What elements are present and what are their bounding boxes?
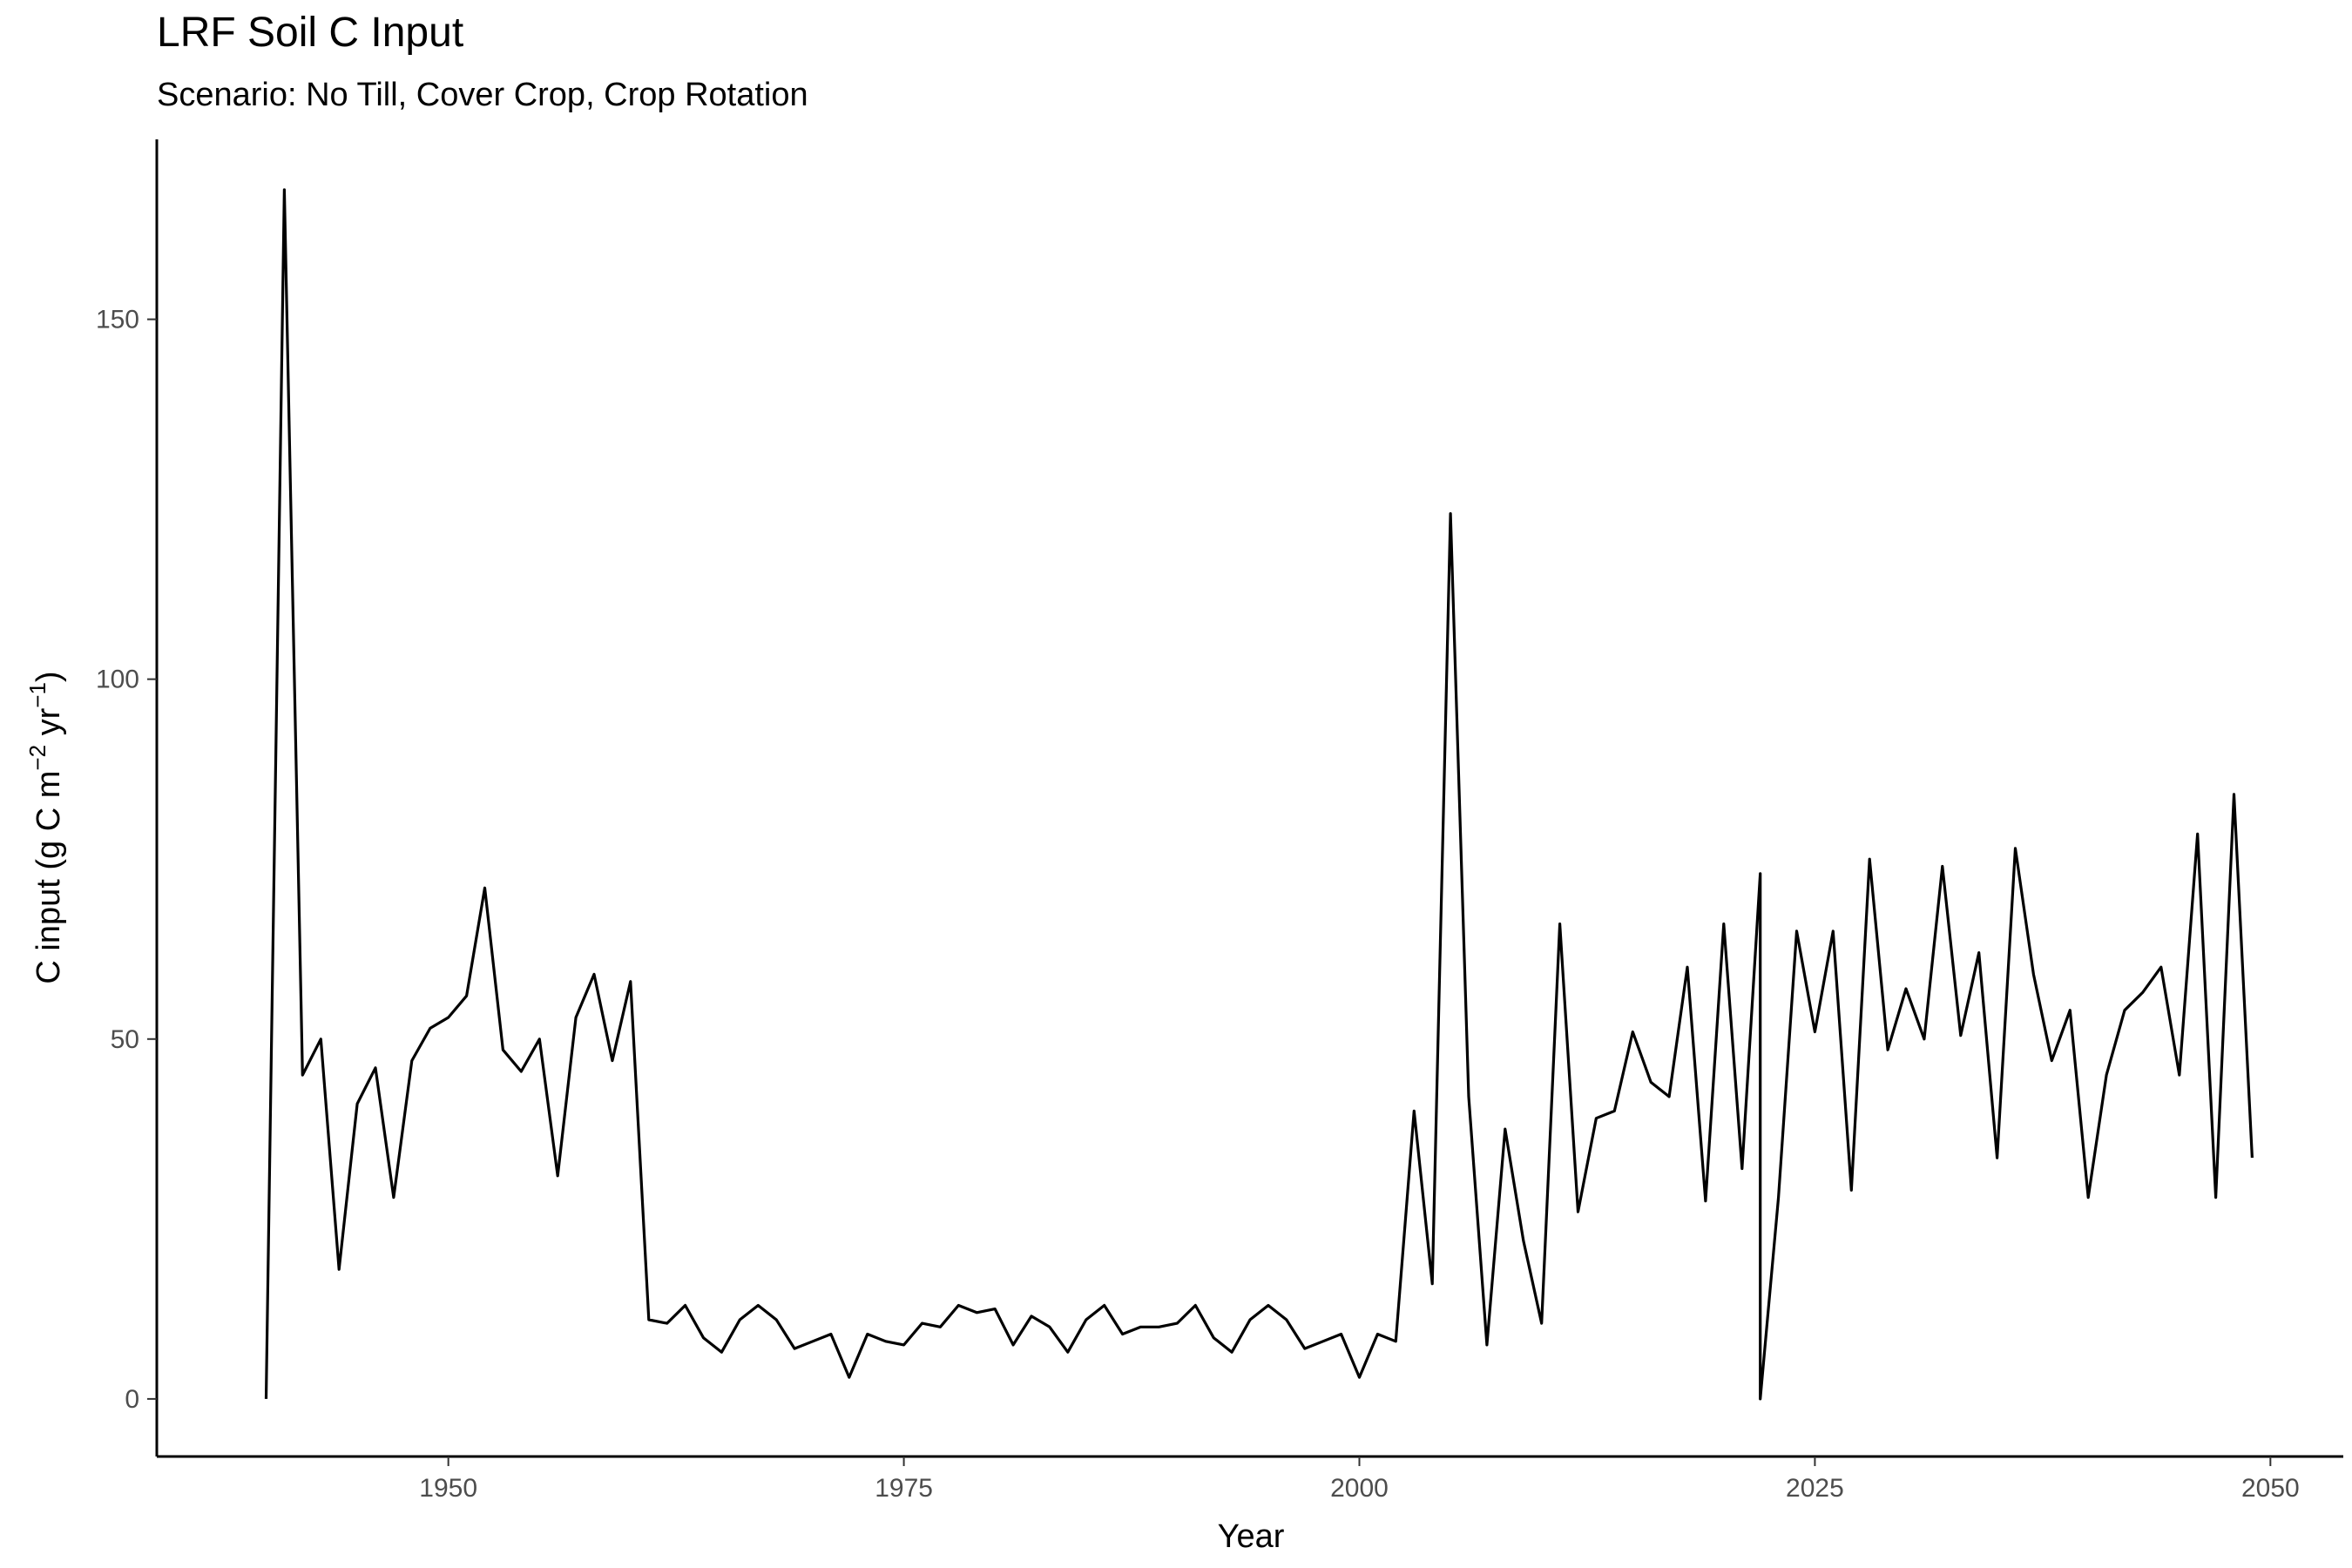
y-axis-title-end: ): [30, 671, 67, 682]
y-axis-title-sup1: −2: [24, 745, 51, 771]
y-axis: 0 50 100 150: [96, 139, 159, 1456]
x-tick-label: 2000: [1330, 1474, 1389, 1503]
chart-subtitle: Scenario: No Till, Cover Crop, Crop Rota…: [157, 77, 808, 113]
y-axis-title: C input (g C m−2 yr−1): [24, 671, 67, 983]
y-tick-label: 150: [96, 306, 139, 335]
series-line: [264, 188, 2254, 1401]
y-tick-label: 50: [111, 1025, 139, 1054]
y-tick-label: 0: [125, 1385, 139, 1414]
x-tick-label: 1975: [875, 1474, 933, 1503]
x-axis-title: Year: [1218, 1518, 1285, 1555]
x-tick-label: 1950: [419, 1474, 477, 1503]
x-axis: 1950 1975 2000 2025 2050: [157, 1455, 2343, 1503]
y-axis-title-sup2: −1: [24, 682, 51, 708]
x-tick-label: 2025: [1786, 1474, 1844, 1503]
x-tick-label: 2050: [2241, 1474, 2300, 1503]
y-tick-label: 100: [96, 666, 139, 694]
y-axis-title-base: C input (g C m: [30, 771, 67, 984]
y-axis-title-mid: yr: [30, 707, 67, 745]
series-group: [264, 188, 2254, 1401]
chart-title: LRF Soil C Input: [157, 10, 464, 56]
